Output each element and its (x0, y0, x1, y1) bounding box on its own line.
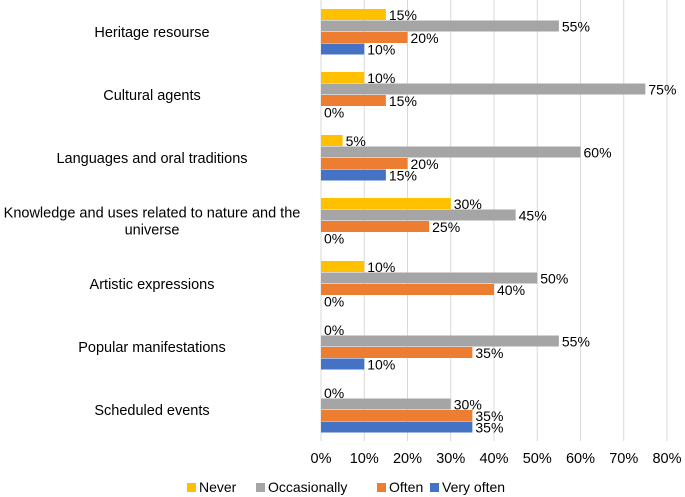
bar-never (321, 261, 365, 272)
bar-never (321, 9, 386, 20)
category-label-line: Popular manifestations (78, 340, 226, 356)
legend-label: Occasionally (268, 479, 347, 495)
data-label: 50% (540, 270, 568, 286)
data-label: 5% (346, 133, 366, 149)
legend-swatch (187, 483, 196, 492)
data-label: 0% (324, 322, 344, 338)
bar-occasionally (321, 20, 559, 32)
data-label: 0% (324, 104, 344, 120)
category-labels: Heritage resourse Cultural agents Language… (4, 25, 301, 419)
bar-occasionally (321, 83, 646, 95)
x-tick-label: 20% (393, 451, 422, 467)
data-label: 0% (324, 385, 344, 401)
data-label: 15% (389, 93, 417, 109)
data-label: 60% (584, 144, 612, 160)
data-label: 0% (324, 293, 344, 309)
category-label: Artistic expressions (90, 277, 215, 293)
legend-swatch (377, 483, 386, 492)
bar-very-often (321, 421, 473, 433)
data-label: 0% (324, 230, 344, 246)
x-tick-label: 10% (350, 451, 379, 467)
bar-very-often (321, 169, 386, 181)
category-label-line: Knowledge and uses related to nature and… (4, 206, 301, 222)
bar-often (321, 284, 494, 295)
data-label: 35% (475, 408, 503, 424)
x-tick-label: 50% (523, 451, 552, 467)
x-tick-label: 70% (609, 451, 638, 467)
bar-often (321, 221, 430, 232)
category-label-line: Cultural agents (103, 88, 201, 104)
category-label: Popular manifestations (78, 340, 226, 356)
legend-swatch (256, 483, 265, 492)
bar-never (321, 198, 451, 209)
category-label: Languages and oral traditions (56, 151, 247, 167)
legend-swatch (430, 483, 439, 492)
bar-often (321, 347, 473, 358)
bar-often (321, 410, 473, 421)
bar-never (321, 135, 343, 146)
x-tick-label: 60% (566, 451, 595, 467)
x-tick-label: 80% (652, 451, 681, 467)
bar-very-often (321, 43, 365, 55)
data-label: 25% (432, 219, 460, 235)
data-label: 15% (389, 167, 417, 183)
x-tick-label: 0% (311, 451, 332, 467)
legend-label: Never (199, 479, 237, 495)
data-label: 45% (519, 207, 547, 223)
bar-never (321, 72, 365, 83)
data-labels: 15%55%20%10%10%75%15%0%5%60%20%15%30%45%… (324, 7, 676, 436)
bar-very-often (321, 358, 365, 370)
category-label: Heritage resourse (94, 25, 209, 41)
data-label: 20% (411, 156, 439, 172)
data-label: 30% (454, 396, 482, 412)
data-label: 55% (562, 18, 590, 34)
data-label: 35% (475, 419, 503, 435)
category-label-line: Artistic expressions (90, 277, 215, 293)
bar-occasionally (321, 335, 559, 347)
data-label: 10% (367, 259, 395, 275)
category-label: Cultural agents (103, 88, 201, 104)
data-label: 75% (648, 81, 676, 97)
bar-often (321, 158, 408, 169)
data-label: 40% (497, 282, 525, 298)
data-label: 35% (475, 345, 503, 361)
category-label-line: Languages and oral traditions (56, 151, 247, 167)
legend: Never Occasionally Often Very often (187, 479, 505, 495)
bar-occasionally (321, 272, 538, 284)
x-tick-label: 30% (436, 451, 465, 467)
category-label: Scheduled events (94, 403, 209, 419)
category-label-line: universe (125, 223, 180, 239)
x-axis-tick-labels: 0% 10% 20% 30% 40% 50% 60% 70% 80% (311, 451, 682, 467)
data-label: 10% (367, 41, 395, 57)
legend-label: Often (389, 479, 423, 495)
legend-label: Very often (442, 479, 505, 495)
data-label: 55% (562, 333, 590, 349)
x-tick-label: 40% (479, 451, 508, 467)
data-label: 30% (454, 196, 482, 212)
data-label: 20% (411, 30, 439, 46)
category-label-line: Scheduled events (94, 403, 209, 419)
bar-occasionally (321, 398, 451, 410)
bar-occasionally (321, 146, 581, 158)
category-label-line: Heritage resourse (94, 25, 209, 41)
bar-often (321, 32, 408, 43)
data-label: 10% (367, 356, 395, 372)
category-label: Knowledge and uses related to nature and… (4, 206, 301, 239)
bar-occasionally (321, 209, 516, 221)
data-label: 10% (367, 70, 395, 86)
data-label: 15% (389, 7, 417, 23)
bars (321, 9, 646, 433)
bar-often (321, 95, 386, 106)
